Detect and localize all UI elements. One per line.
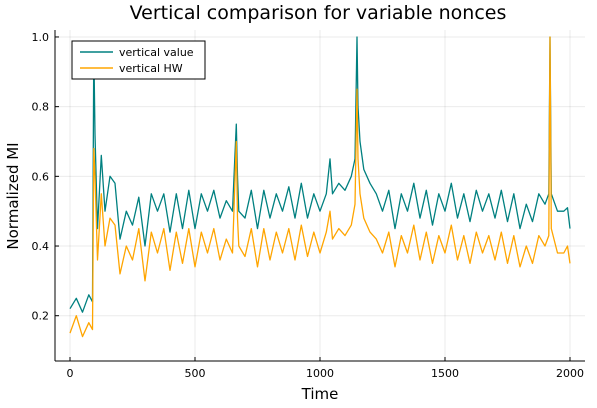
series-line-vertical-value	[69, 36, 571, 313]
x-tick-label: 1500	[431, 367, 459, 380]
y-tick-label: 0.2	[32, 310, 50, 323]
x-tick-label: 0	[67, 367, 74, 380]
x-axis-title: Time	[301, 385, 339, 403]
ticks: 0 500 1000 1500 2000 0.2 0.4 0.6 0.8 1.0	[32, 31, 585, 380]
y-axis-title: Normalized MI	[4, 142, 22, 249]
x-tick-label: 500	[185, 367, 206, 380]
series-line-vertical-hw	[69, 36, 571, 338]
x-tick-label: 1000	[306, 367, 334, 380]
series-layer	[69, 36, 571, 338]
grid	[55, 30, 585, 361]
x-tick-label: 2000	[556, 367, 584, 380]
y-tick-label: 0.4	[32, 240, 50, 253]
y-tick-label: 0.8	[32, 101, 50, 114]
chart-title: Vertical comparison for variable nonces	[130, 2, 507, 24]
y-tick-label: 0.6	[32, 170, 50, 183]
legend: vertical value vertical HW	[71, 40, 206, 80]
legend-label-vertical-hw: vertical HW	[119, 62, 183, 75]
y-tick-label: 1.0	[32, 31, 50, 44]
legend-box	[71, 40, 206, 80]
legend-label-vertical-value: vertical value	[119, 46, 194, 59]
